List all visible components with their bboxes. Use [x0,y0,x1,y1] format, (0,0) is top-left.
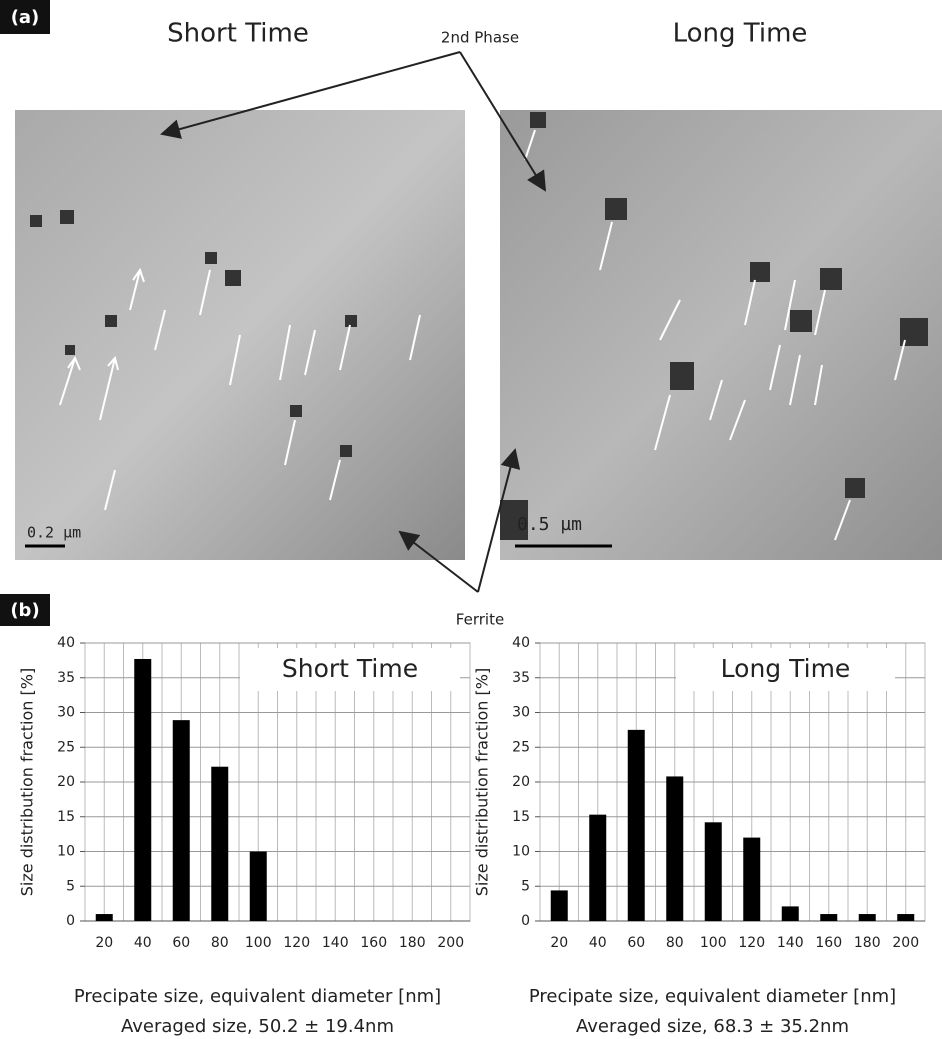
chart-title: Long Time [721,654,851,683]
precipitates [30,112,928,540]
x-axis-label: Precipate size, equivalent diameter [nm] [529,986,896,1007]
x-tick-label: 180 [854,935,881,951]
x-tick-label: 120 [738,935,765,951]
bar [589,814,607,921]
y-tick-label: 0 [66,913,75,929]
bar [743,837,761,921]
x-tick-label: 40 [134,935,152,951]
y-tick-label: 5 [66,878,75,894]
bar [666,776,684,921]
image-title: Short Time [167,19,309,49]
y-axis-label: Size distribution fraction [%] [18,668,37,896]
x-tick-label: 80 [211,935,229,951]
x-tick-label: 20 [550,935,568,951]
scale-label: 0.5 µm [517,514,582,535]
x-tick-label: 100 [700,935,727,951]
y-tick-label: 15 [57,809,75,825]
title-box [676,648,895,691]
x-axis-label: Precipate size, equivalent diameter [nm] [74,986,441,1007]
micrograph [500,110,942,560]
x-tick-label: 140 [322,935,349,951]
chart-title: Short Time [282,654,418,683]
y-tick-label: 35 [512,670,530,686]
bar [249,851,267,921]
y-tick-label: 5 [521,878,530,894]
x-tick-label: 180 [399,935,426,951]
bar [134,658,152,921]
x-tick-label: 100 [245,935,272,951]
title-box [240,648,460,691]
bar [897,914,915,921]
label-box [0,594,50,626]
bar [704,822,722,921]
y-tick-label: 15 [512,809,530,825]
x-tick-label: 160 [815,935,842,951]
x-tick-label: 40 [589,935,607,951]
panel-label: (a) [11,7,40,28]
chart-subtitle: Averaged size, 68.3 ± 35.2nm [576,1016,849,1037]
bar [781,906,799,921]
x-tick-label: 60 [627,935,645,951]
bar [172,720,190,921]
annotation-arrows [160,51,547,593]
x-tick-label: 20 [95,935,113,951]
bar [550,890,568,921]
y-tick-label: 40 [57,635,75,651]
y-axis-label: Size distribution fraction [%] [473,668,492,896]
label-box [0,0,50,34]
y-tick-label: 30 [512,705,530,721]
x-tick-label: 140 [777,935,804,951]
scale-label: 0.2 µm [27,524,81,542]
x-tick-label: 120 [283,935,310,951]
panel-label: (b) [10,600,39,621]
x-tick-label: 80 [666,935,684,951]
annotation: Ferrite [456,611,504,629]
y-tick-label: 0 [521,913,530,929]
y-tick-label: 40 [512,635,530,651]
chart-subtitle: Averaged size, 50.2 ± 19.4nm [121,1016,394,1037]
y-tick-label: 30 [57,705,75,721]
bar [858,914,876,921]
annotation: 2nd Phase [441,29,519,47]
y-tick-label: 10 [512,844,530,860]
bar [211,766,229,921]
y-tick-label: 20 [57,774,75,790]
x-tick-label: 160 [360,935,387,951]
white-arrows [59,129,906,541]
x-tick-label: 60 [172,935,190,951]
bar [95,914,113,921]
y-tick-label: 10 [57,844,75,860]
y-tick-label: 25 [512,739,530,755]
bar [627,729,645,921]
y-tick-label: 20 [512,774,530,790]
y-tick-label: 35 [57,670,75,686]
x-tick-label: 200 [437,935,464,951]
x-tick-label: 200 [892,935,919,951]
image-title: Long Time [673,19,808,49]
y-tick-label: 25 [57,739,75,755]
bar [820,914,838,921]
